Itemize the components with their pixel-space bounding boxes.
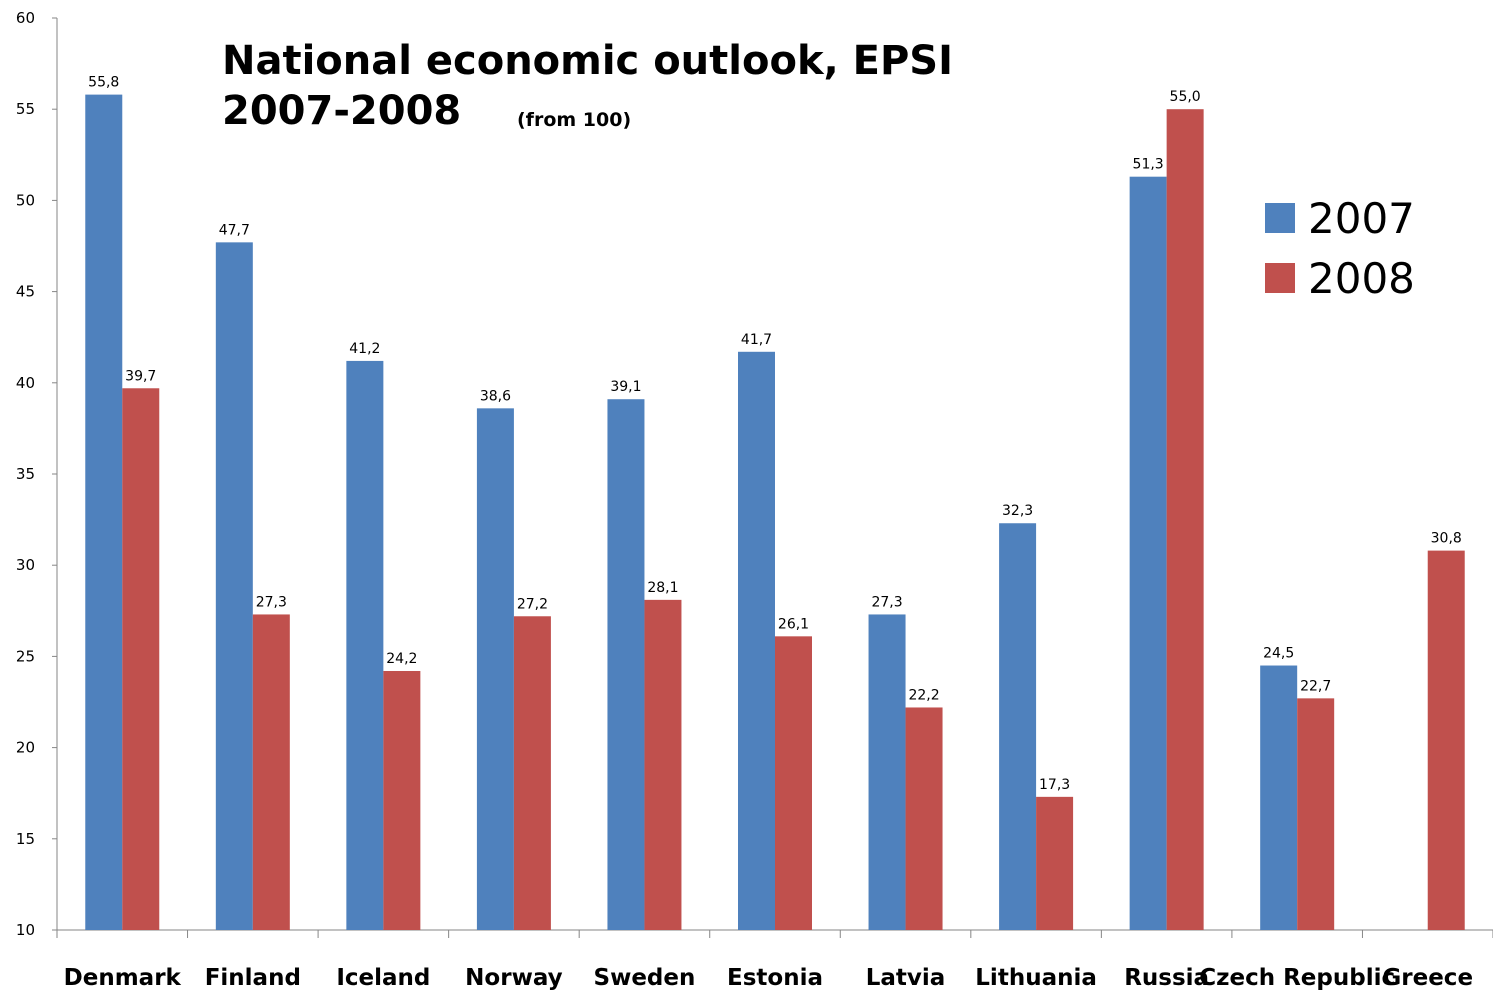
category-label: Lithuania (975, 965, 1097, 991)
bar-2008-sweden (644, 599, 682, 930)
data-label: 27,3 (256, 594, 287, 610)
category-label: Estonia (727, 965, 823, 991)
data-label: 39,7 (125, 368, 156, 384)
legend-swatch-2008 (1265, 263, 1295, 293)
category-label: Denmark (64, 965, 182, 991)
bar-2008-estonia (775, 636, 812, 930)
legend-label-2008: 2008 (1308, 254, 1415, 303)
legend-label-2007: 2007 (1308, 194, 1415, 243)
chart-title-line2: 2007-2008 (222, 88, 461, 134)
bar-2008-iceland (383, 670, 421, 930)
bar-2007-norway (476, 408, 514, 930)
data-label: 22,2 (908, 687, 939, 703)
bar-2007-latvia (868, 614, 906, 930)
bar-series (85, 94, 1465, 931)
y-tick-label: 60 (16, 9, 35, 27)
data-label: 22,7 (1300, 678, 1331, 694)
y-tick-label: 10 (16, 921, 35, 939)
y-tick-label: 45 (16, 283, 35, 301)
title-background (205, 30, 1085, 140)
data-label: 47,7 (219, 222, 250, 238)
bar-2008-lithuania (1036, 796, 1074, 930)
x-axis-ticks (56, 930, 1493, 938)
bar-2007-russia (1129, 176, 1167, 931)
bar-2007-estonia (738, 351, 775, 930)
data-label: 55,0 (1170, 89, 1201, 105)
data-label: 55,8 (88, 75, 119, 91)
data-label: 24,5 (1263, 646, 1294, 662)
legend-swatch-2007 (1265, 203, 1295, 233)
legend: 2007 2008 (1238, 180, 1434, 303)
bar-2008-norway (513, 616, 551, 930)
category-label: Sweden (594, 965, 696, 991)
data-label: 51,3 (1133, 157, 1164, 173)
data-label: 26,1 (778, 616, 809, 632)
data-label: 27,2 (517, 596, 548, 612)
category-label: Latvia (866, 965, 946, 991)
data-labels: 55,8 47,7 41,2 38,6 39,1 41,7 27,3 32,3 51,3 24,5… (88, 75, 1462, 793)
category-label: Czech Republic (1199, 965, 1395, 991)
y-axis-ticks: 10 15 20 25 30 35 40 45 50 55 60 (16, 9, 57, 939)
bar-2007-lithuania (999, 523, 1037, 930)
data-label: 28,1 (647, 580, 678, 596)
bar-2008-denmark (122, 388, 160, 931)
bar-2007-denmark (85, 94, 123, 930)
category-label: Russia (1124, 965, 1209, 991)
y-tick-label: 35 (16, 465, 35, 483)
category-label: Iceland (336, 965, 430, 991)
data-label: 27,3 (871, 594, 902, 610)
data-label: 41,2 (349, 341, 380, 357)
bar-2007-finland (215, 242, 253, 931)
category-label: Finland (205, 965, 301, 991)
bar-2008-finland (252, 614, 290, 930)
data-label: 24,2 (386, 651, 417, 667)
bar-2007-czech-republic (1260, 665, 1298, 930)
bar-2008-czech-republic (1297, 698, 1335, 930)
chart-title-line1: National economic outlook, EPSI (222, 38, 953, 84)
category-label: Greece (1382, 965, 1473, 991)
bar-2008-latvia (905, 707, 943, 930)
data-label: 38,6 (480, 388, 511, 404)
bar-2008-russia (1166, 109, 1204, 930)
y-tick-label: 50 (16, 191, 35, 209)
y-tick-label: 55 (16, 100, 35, 118)
bar-2008-greece (1427, 550, 1465, 930)
y-tick-label: 15 (16, 830, 35, 848)
y-tick-label: 30 (16, 556, 35, 574)
data-label: 41,7 (741, 332, 772, 348)
data-label: 32,3 (1002, 503, 1033, 519)
category-labels: Denmark Finland Iceland Norway Sweden Estonia… (64, 965, 1473, 991)
y-tick-label: 40 (16, 374, 35, 392)
chart-title-note: (from 100) (517, 109, 631, 131)
data-label: 30,8 (1431, 531, 1462, 547)
category-label: Norway (465, 965, 562, 991)
y-tick-label: 20 (16, 739, 35, 757)
bar-2007-iceland (346, 360, 384, 930)
bar-2007-sweden (607, 399, 645, 930)
y-tick-label: 25 (16, 647, 35, 665)
data-label: 39,1 (610, 379, 641, 395)
data-label: 17,3 (1039, 777, 1070, 793)
